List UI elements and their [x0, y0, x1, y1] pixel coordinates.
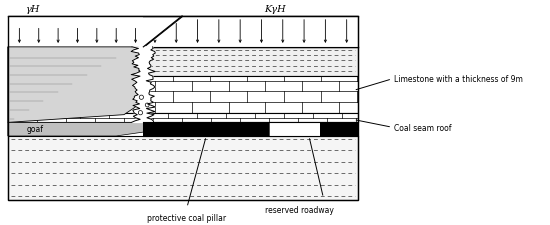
Bar	[320, 123, 358, 136]
Polygon shape	[8, 48, 139, 123]
Text: γH: γH	[25, 5, 40, 14]
Text: Limestone with a thickness of 9m: Limestone with a thickness of 9m	[394, 75, 523, 84]
Polygon shape	[144, 17, 358, 48]
Bar	[8, 76, 358, 113]
Bar	[8, 17, 358, 200]
Bar	[8, 17, 144, 48]
Bar	[8, 48, 358, 76]
Text: KγH: KγH	[264, 5, 286, 14]
Bar	[269, 123, 320, 136]
Polygon shape	[131, 48, 156, 123]
Text: reserved roadway: reserved roadway	[265, 205, 334, 214]
Text: Coal seam roof: Coal seam roof	[394, 123, 452, 132]
Bar	[144, 123, 269, 136]
Text: goaf: goaf	[26, 124, 43, 133]
Bar	[8, 113, 358, 123]
Text: protective coal pillar: protective coal pillar	[147, 214, 227, 223]
Polygon shape	[8, 123, 144, 136]
Bar	[8, 136, 358, 200]
